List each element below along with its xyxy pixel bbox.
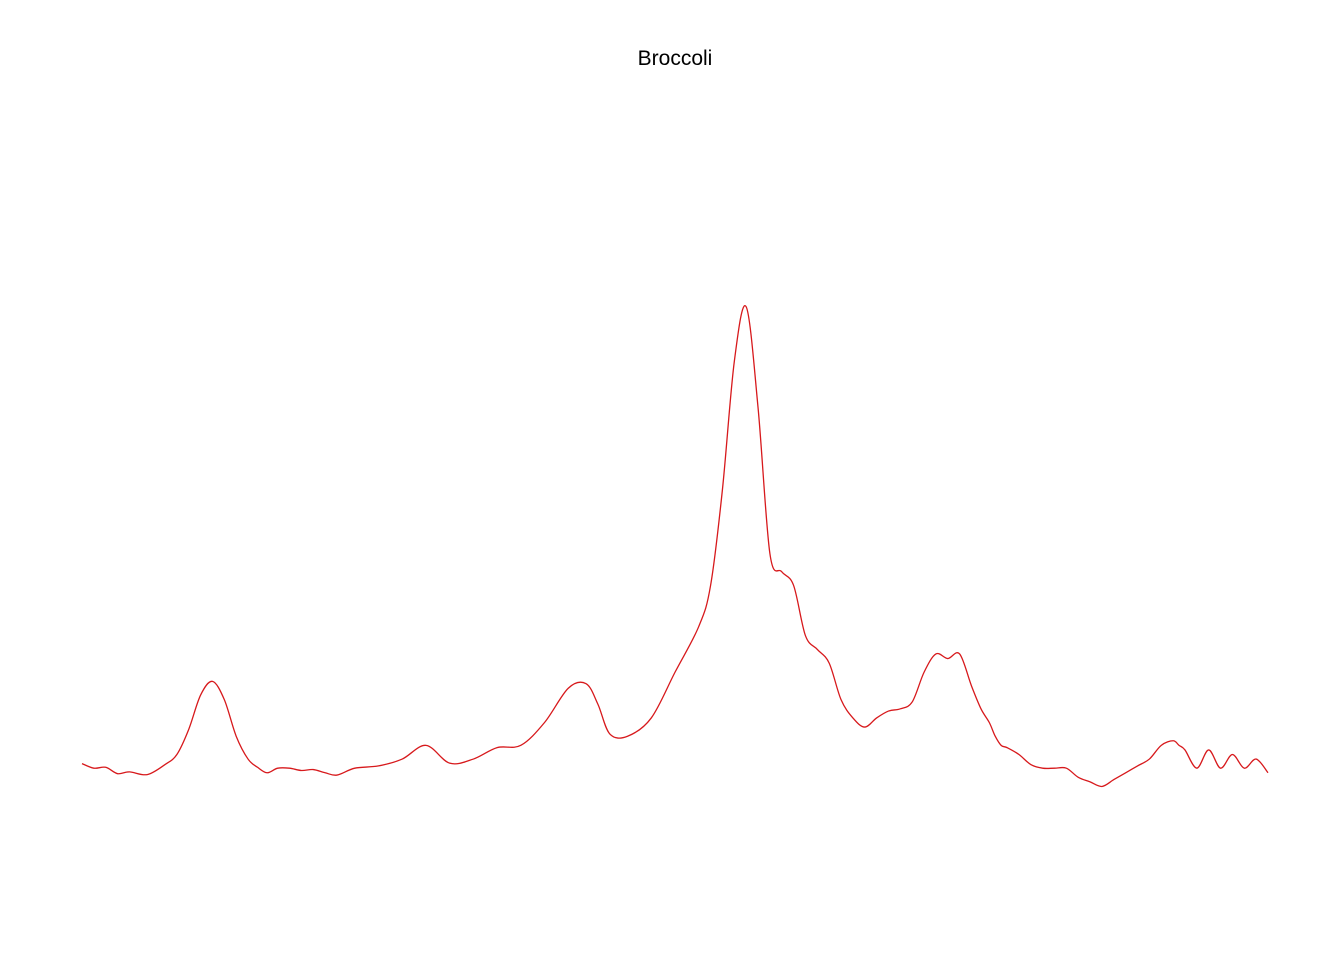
series-line-0: [81, 304, 1269, 788]
series-layer: [81, 304, 1269, 788]
chart-title: Broccoli: [638, 47, 713, 70]
